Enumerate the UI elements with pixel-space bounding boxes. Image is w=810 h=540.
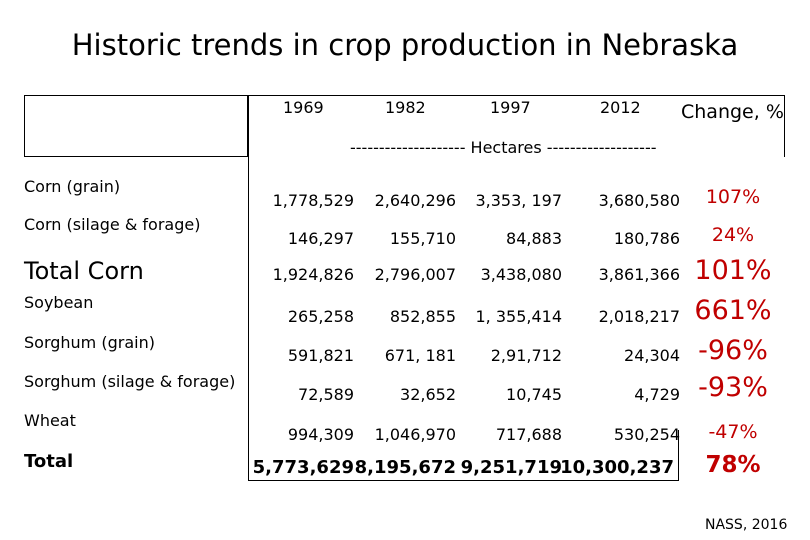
cell-soybean-1969: 265,258 [287,307,354,326]
column-header-1969: 1969 [283,98,324,117]
crop-label-corn-grain: Corn (grain) [24,177,121,196]
cell-sorghum-silage-1982: 32,652 [400,385,456,404]
cell-wheat-2012: 530,254 [613,425,680,444]
source-note: NASS, 2016 [705,517,788,533]
cell-total-corn-2012: 3,861,366 [598,265,680,284]
cell-total-2012: 10,300,237 [560,457,674,478]
cell-soybean-1997: 1, 355,414 [475,307,562,326]
column-header-1982: 1982 [385,98,426,117]
crop-label-wheat: Wheat [24,411,76,430]
cell-wheat-1969: 994,309 [287,425,354,444]
crop-label-total: Total [24,451,74,472]
cell-wheat-1997: 717,688 [495,425,562,444]
cell-wheat-change: -47% [708,421,758,443]
cell-corn-silage-1969: 146,297 [287,229,354,248]
cell-corn-grain-1982: 2,640,296 [374,191,456,210]
cell-sorghum-grain-1997: 2,91,712 [490,346,562,365]
cell-sorghum-grain-1982: 671, 181 [384,346,456,365]
cell-total-1982: 8,195,672 [354,457,456,478]
table-divider-vertical [248,95,249,480]
units-label: -------------------- Hectares ----------… [350,138,657,157]
cell-total-1969: 5,773,629 [252,457,354,478]
cell-sorghum-silage-change: -93% [698,372,768,403]
cell-sorghum-grain-2012: 24,304 [624,346,680,365]
cell-total-corn-1969: 1,924,826 [272,265,354,284]
cell-corn-grain-1969: 1,778,529 [272,191,354,210]
table-header-years-cell [248,95,785,157]
cell-soybean-2012: 2,018,217 [598,307,680,326]
cell-total-change: 78% [705,452,761,478]
table-header-blank-cell [24,95,248,157]
cell-sorghum-grain-change: -96% [698,335,768,366]
page-title: Historic trends in crop production in Ne… [71,28,739,62]
cell-corn-silage-1982: 155,710 [389,229,456,248]
cell-corn-grain-1997: 3,353, 197 [475,191,562,210]
table-divider-total-right [678,430,679,480]
cell-sorghum-silage-2012: 4,729 [634,385,680,404]
crop-label-sorghum-silage: Sorghum (silage & forage) [24,372,236,391]
column-header-change: Change, % [681,101,784,123]
cell-corn-silage-1997: 84,883 [506,229,562,248]
table-divider-bottom [248,480,679,481]
crop-label-corn-silage: Corn (silage & forage) [24,215,201,234]
cell-wheat-1982: 1,046,970 [374,425,456,444]
cell-corn-silage-2012: 180,786 [613,229,680,248]
cell-sorghum-silage-1997: 10,745 [506,385,562,404]
cell-corn-grain-2012: 3,680,580 [598,191,680,210]
cell-total-corn-1997: 3,438,080 [480,265,562,284]
column-header-1997: 1997 [490,98,531,117]
cell-total-corn-change: 101% [694,255,772,286]
cell-soybean-change: 661% [694,295,772,326]
crop-label-sorghum-grain: Sorghum (grain) [24,333,155,352]
cell-sorghum-silage-1969: 72,589 [298,385,354,404]
cell-corn-grain-change: 107% [705,186,761,208]
cell-total-corn-1982: 2,796,007 [374,265,456,284]
cell-soybean-1982: 852,855 [389,307,456,326]
cell-corn-silage-change: 24% [711,224,755,246]
cell-sorghum-grain-1969: 591,821 [287,346,354,365]
column-header-2012: 2012 [600,98,641,117]
crop-label-soybean: Soybean [24,293,94,312]
crop-label-total-corn: Total Corn [24,257,144,285]
cell-total-1997: 9,251,719 [460,457,562,478]
